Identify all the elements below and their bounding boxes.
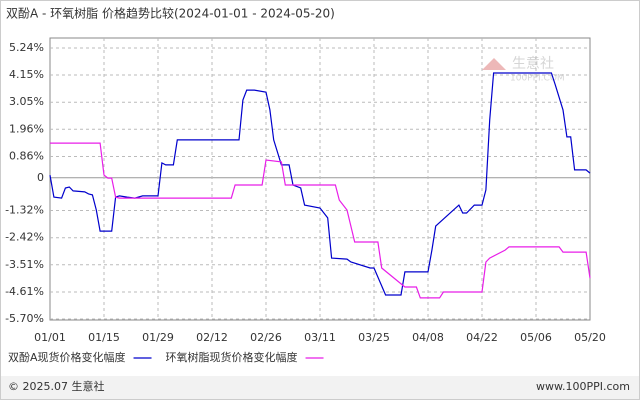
y-tick-label: -2.42% bbox=[5, 231, 44, 244]
y-tick-label: 5.24% bbox=[9, 41, 44, 54]
x-tick-label: 01/29 bbox=[142, 331, 174, 344]
watermark-site: 100PPI.COM bbox=[510, 74, 565, 84]
x-tick-label: 01/01 bbox=[34, 331, 66, 344]
x-tick-label: 03/25 bbox=[358, 331, 390, 344]
x-tick-label: 05/06 bbox=[520, 331, 552, 344]
y-tick-label: -3.51% bbox=[5, 258, 44, 271]
legend-label: 双酚A现货价格变化幅度 bbox=[8, 350, 126, 364]
y-tick-label: 3.05% bbox=[9, 95, 44, 108]
x-tick-label: 04/08 bbox=[412, 331, 444, 344]
series-line bbox=[50, 142, 591, 299]
legend-label: 环氧树脂现货价格变化幅度 bbox=[166, 350, 298, 364]
x-tick-label: 02/12 bbox=[196, 331, 228, 344]
y-tick-label: -1.32% bbox=[5, 204, 44, 217]
y-tick-label: 0.86% bbox=[9, 149, 44, 162]
footer-bar bbox=[1, 376, 639, 399]
x-tick-label: 05/20 bbox=[574, 331, 606, 344]
y-tick-label: 0 bbox=[37, 171, 44, 184]
x-tick-label: 03/11 bbox=[304, 331, 336, 344]
x-tick-label: 04/22 bbox=[466, 331, 498, 344]
footer-right: www.100PPI.com bbox=[536, 380, 630, 393]
chart-title: 双酚A - 环氧树脂 价格趋势比较(2024-01-01 - 2024-05-2… bbox=[6, 6, 335, 21]
watermark: 生意社 100PPI.COM bbox=[482, 55, 565, 84]
watermark-logo bbox=[482, 58, 506, 70]
footer-left: © 2025.07 生意社 bbox=[8, 379, 104, 393]
x-tick-label: 01/15 bbox=[88, 331, 120, 344]
y-tick-label: 1.96% bbox=[9, 122, 44, 135]
watermark-name: 生意社 bbox=[512, 55, 554, 72]
y-tick-label: -4.61% bbox=[5, 285, 44, 298]
x-tick-label: 02/26 bbox=[250, 331, 282, 344]
y-tick-label: 4.15% bbox=[9, 68, 44, 81]
y-tick-label: -5.70% bbox=[5, 312, 44, 325]
